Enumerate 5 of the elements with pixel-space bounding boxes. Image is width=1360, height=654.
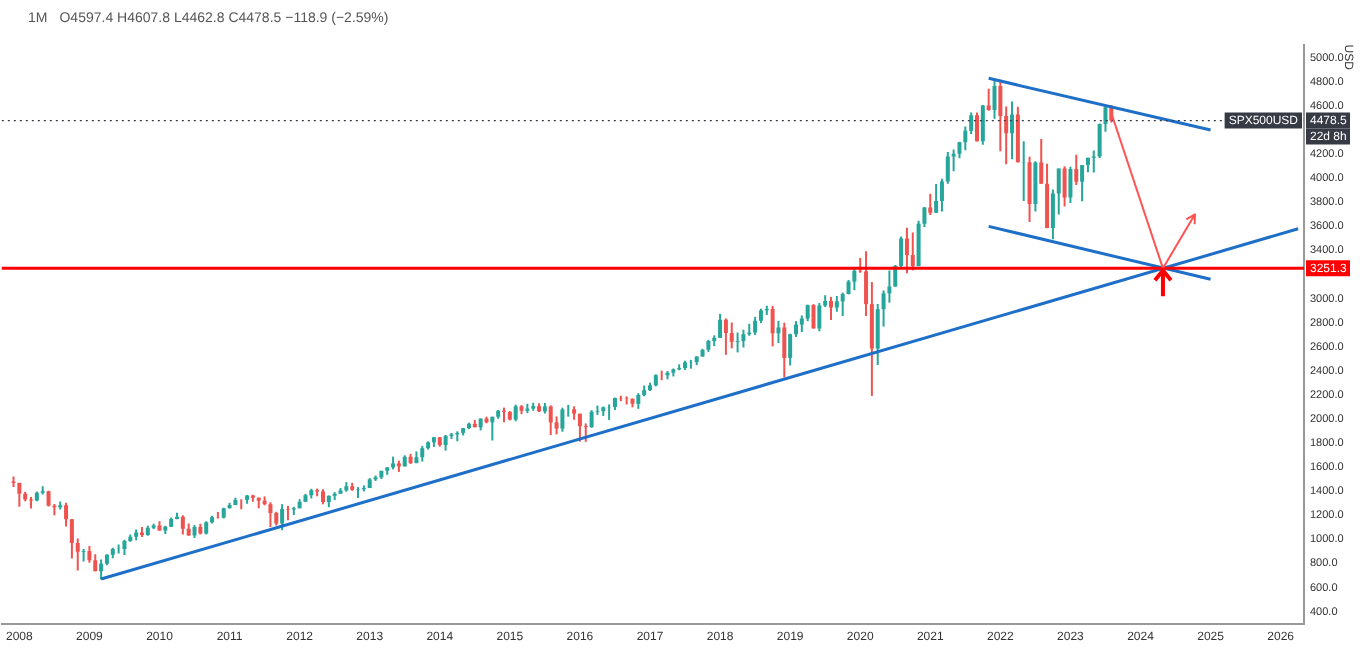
candlestick: [356, 487, 361, 499]
candlestick: [285, 505, 290, 521]
candlestick: [624, 396, 629, 405]
candlestick: [502, 407, 507, 423]
candlestick: [735, 332, 740, 353]
